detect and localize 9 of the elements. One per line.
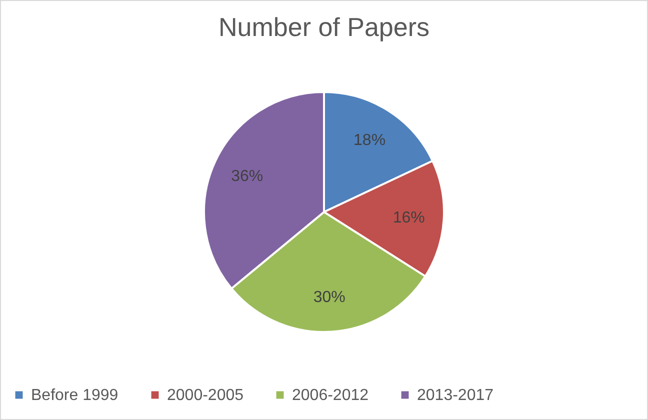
data-label: 16% [392, 209, 425, 226]
data-label: 30% [313, 288, 346, 306]
legend-label: 2006-2012 [292, 387, 369, 404]
chart-title: Number of Papers [218, 12, 430, 42]
legend-label: 2013-2017 [417, 387, 494, 404]
data-label: 36% [231, 168, 264, 185]
legend-label: 2000-2005 [167, 387, 244, 404]
data-label: 18% [354, 132, 386, 150]
legend-label: Before 1999 [31, 387, 118, 404]
